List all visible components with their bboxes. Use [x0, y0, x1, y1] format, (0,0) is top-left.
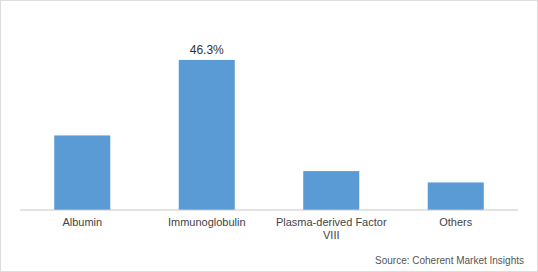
x-axis-line — [20, 210, 518, 211]
bar — [179, 60, 235, 210]
bars — [54, 60, 484, 210]
x-tick-label: Immunoglobulin — [168, 216, 246, 228]
chart-svg: Albumin Immunoglobulin Plasma-derived Fact… — [0, 0, 538, 272]
figure-border — [1, 1, 538, 272]
bar — [54, 135, 110, 210]
chart-container: Albumin Immunoglobulin Plasma-derived Fact… — [0, 0, 538, 272]
x-tick-label: Albumin — [62, 216, 102, 228]
annotation: 46.3% — [190, 43, 224, 57]
source-note: Source: Coherent Market Insights — [375, 255, 524, 266]
x-tick-label: Plasma-derived FactorVIII — [276, 216, 387, 241]
bar — [303, 171, 359, 210]
x-tick-label: Others — [439, 216, 473, 228]
bar — [428, 182, 484, 210]
